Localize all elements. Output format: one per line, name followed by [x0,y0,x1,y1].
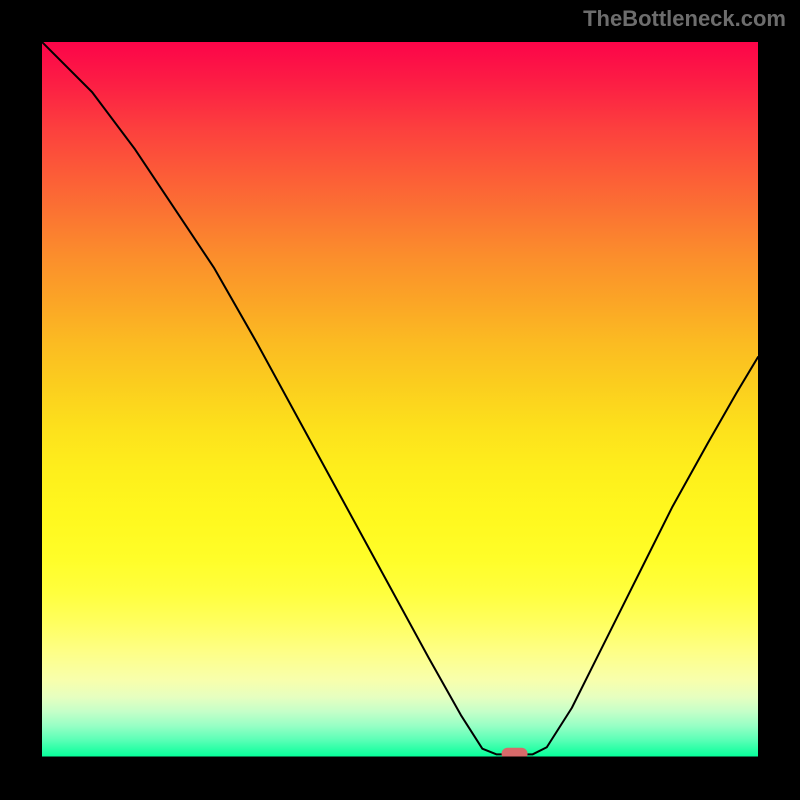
chart-container: TheBottleneck.com [0,0,800,800]
plot-background [42,42,758,758]
bottleneck-chart [0,0,800,800]
